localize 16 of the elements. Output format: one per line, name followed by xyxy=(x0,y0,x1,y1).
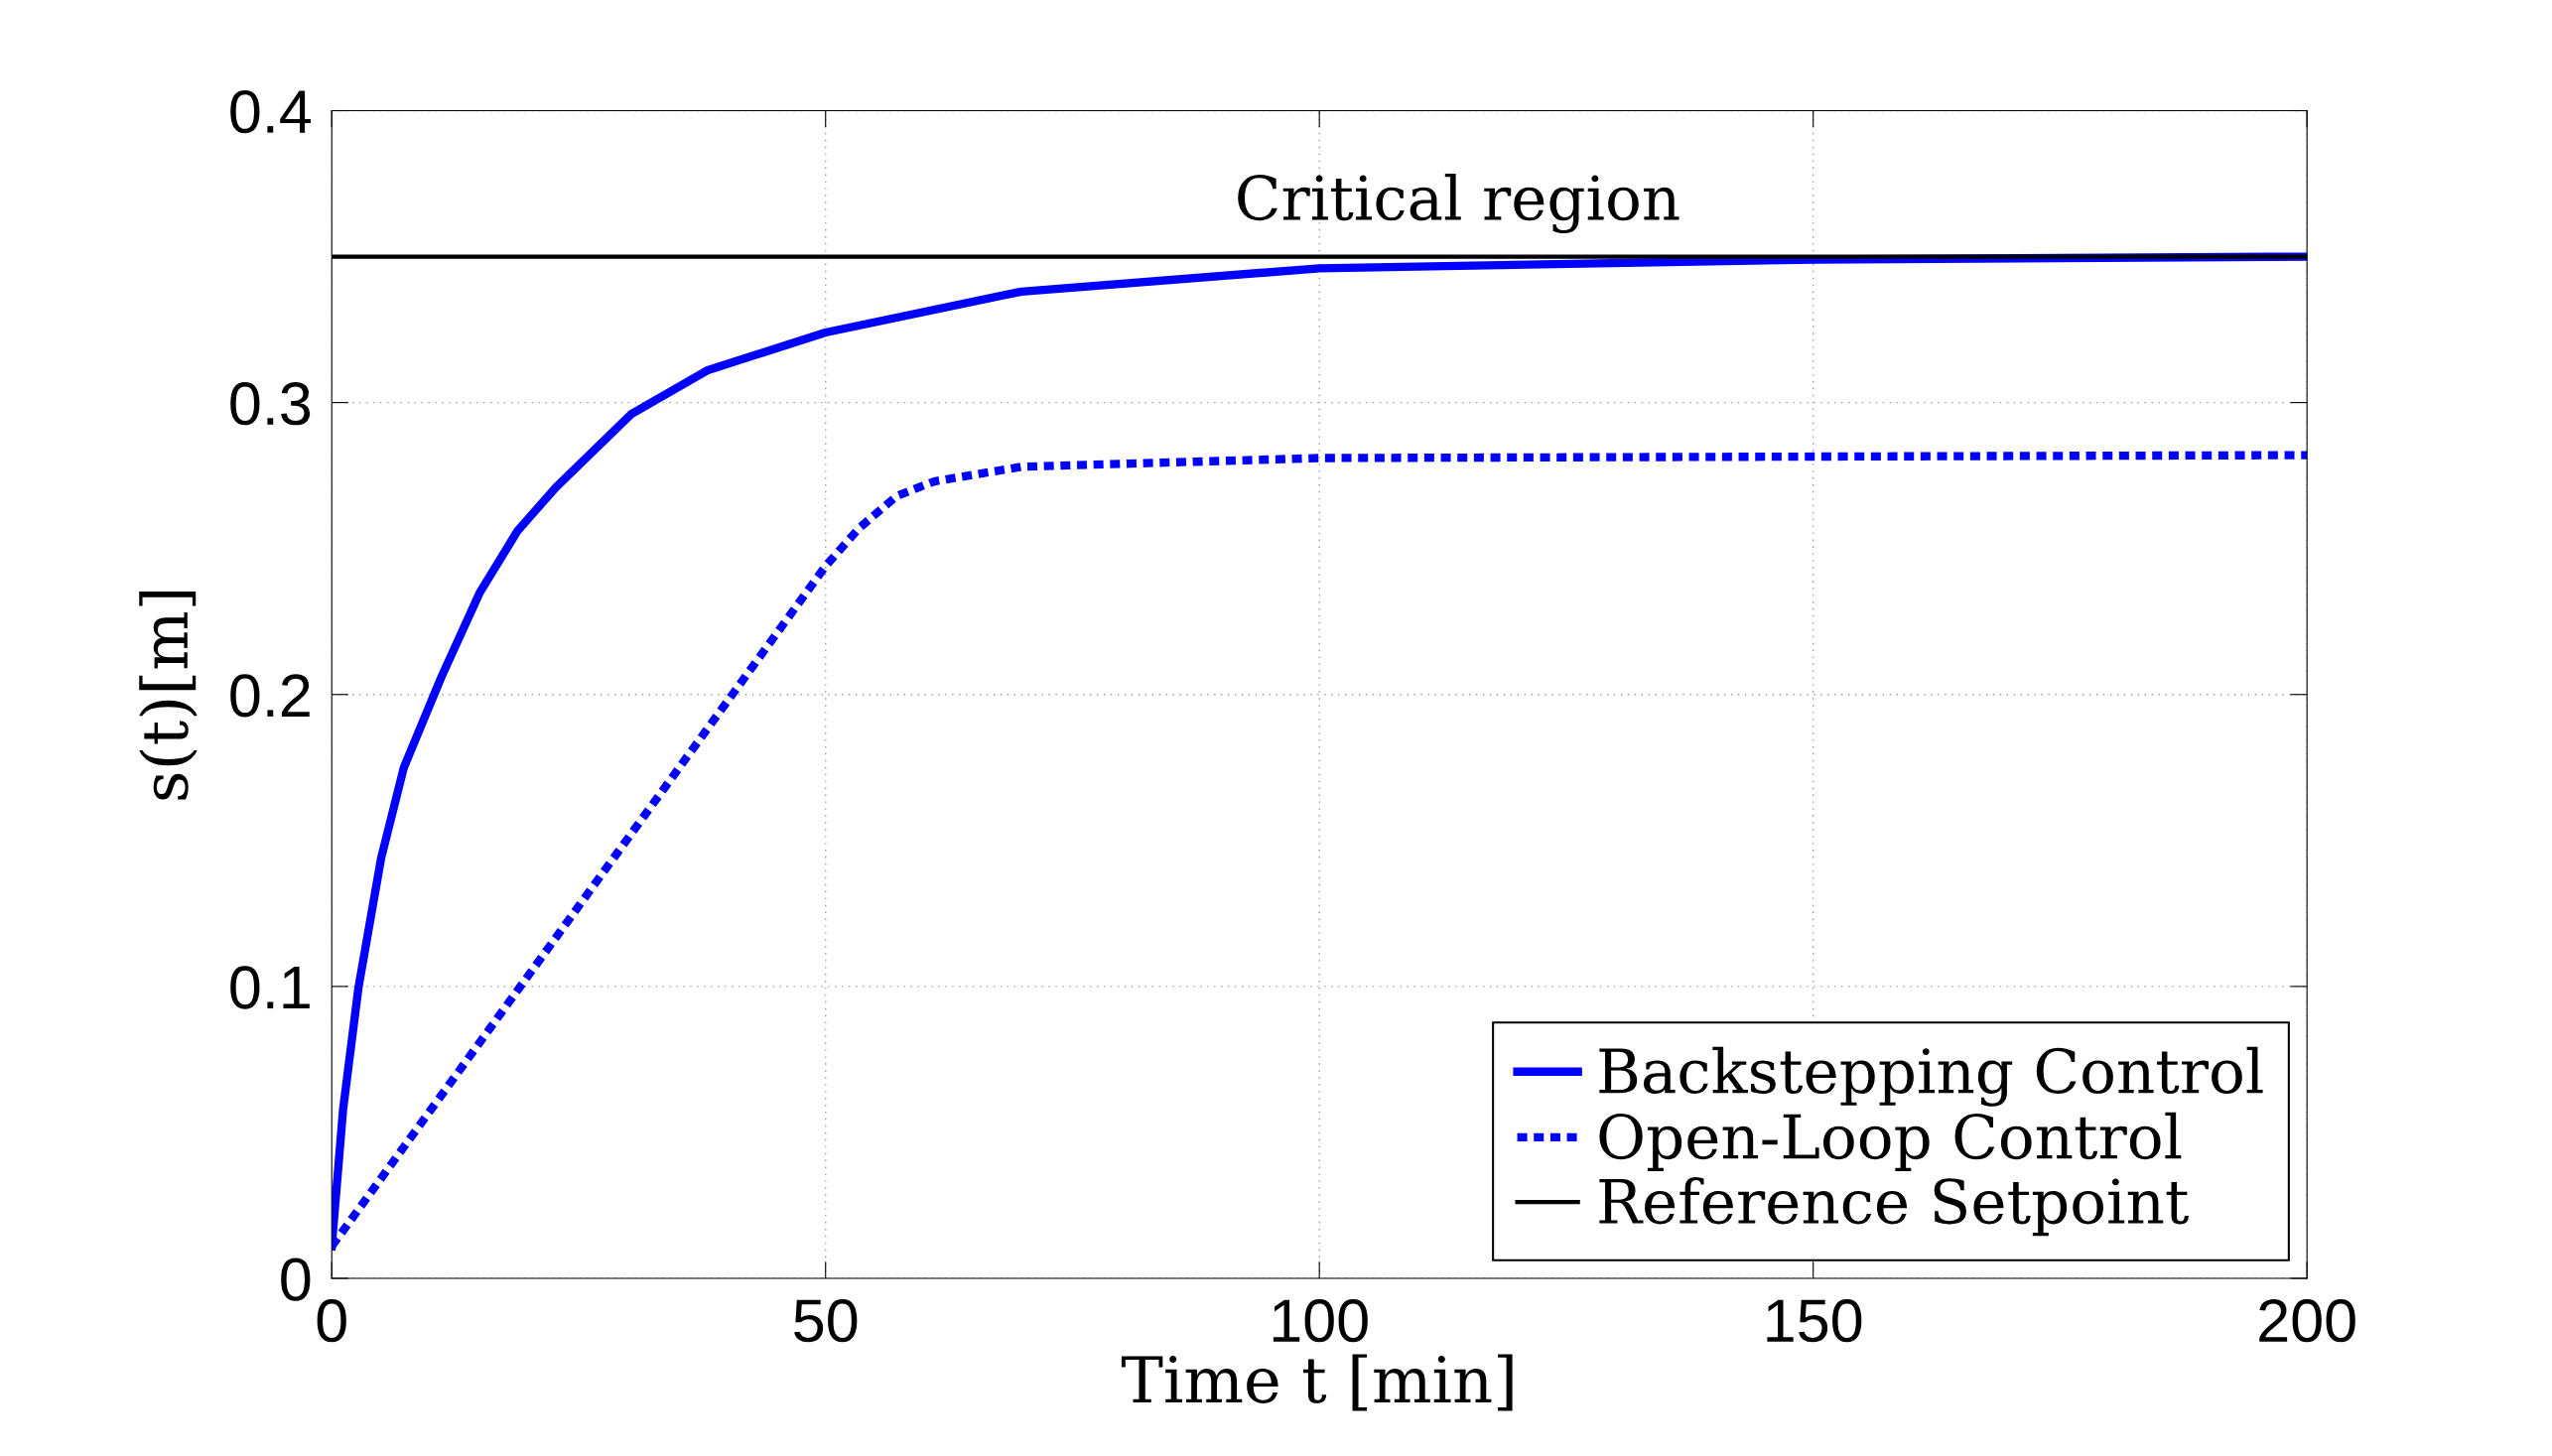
x-axis-title: Time t [min] xyxy=(1121,1354,1513,1411)
x-tick-label: 100 xyxy=(1273,1299,1368,1343)
y-tick-label: 0.1 xyxy=(230,966,310,1009)
legend-label: Backstepping Control xyxy=(1599,1046,2263,1107)
x-tick-label: 200 xyxy=(2259,1299,2355,1343)
legend-label: Reference Setpoint xyxy=(1599,1177,2190,1237)
y-axis-title: s(t)[m] xyxy=(139,591,198,800)
y-tick-label: 0 xyxy=(281,1257,311,1301)
x-tick-label: 150 xyxy=(1767,1299,1862,1343)
y-tick-label: 0.3 xyxy=(230,382,311,426)
y-tick-label: 0.4 xyxy=(230,89,311,134)
annotation: Critical region xyxy=(1238,174,1679,234)
x-tick-label: 50 xyxy=(794,1299,858,1343)
x-tick-label: 0 xyxy=(317,1299,346,1343)
y-tick-label: 0.2 xyxy=(230,674,310,718)
legend-label: Open-Loop Control xyxy=(1599,1112,2182,1171)
